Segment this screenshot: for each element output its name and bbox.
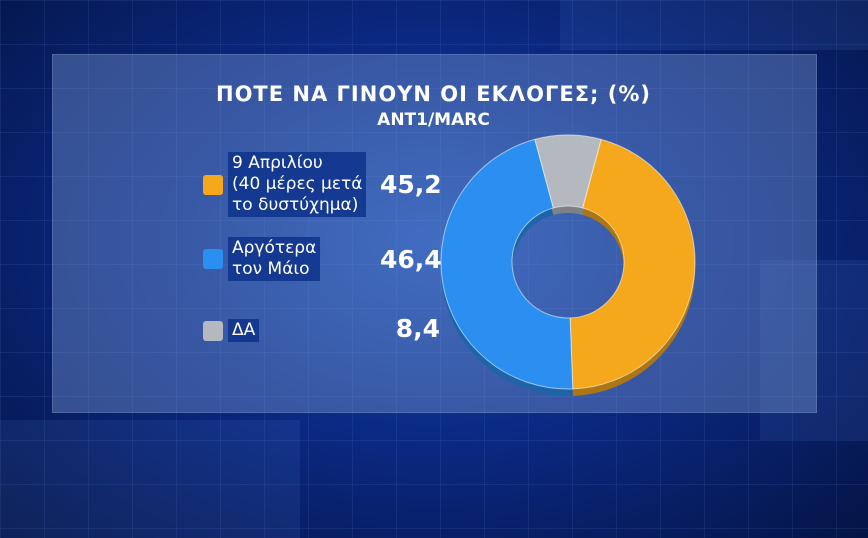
legend-label-line: Αργότερα xyxy=(232,238,317,258)
legend-label: 9 Απριλίου (40 μέρες μετά το δυστύχημα) xyxy=(228,152,367,217)
legend-swatch xyxy=(203,249,223,269)
chart-subtitle: ANT1/MARC xyxy=(377,110,490,130)
background-block xyxy=(760,260,868,440)
legend-swatch xyxy=(203,174,223,195)
value-label-april: 45,2 xyxy=(380,170,442,199)
legend-label-line: 9 Απριλίου xyxy=(232,153,323,173)
legend-swatch xyxy=(203,320,223,341)
legend-label: Αργότερα τον Μάιο xyxy=(228,237,321,281)
chart-title: ΠΟΤΕ ΝΑ ΓΙΝΟΥΝ ΟΙ ΕΚΛΟΓΕΣ; (%) xyxy=(216,82,651,106)
background-block xyxy=(560,0,868,50)
legend-label-line: ΔΑ xyxy=(232,320,256,340)
value-label-da: 8,4 xyxy=(395,314,440,343)
legend-label-line: το δυστύχημα) xyxy=(232,195,359,215)
donut-slice-may xyxy=(440,138,574,390)
legend-item-may: Αργότερα τον Μάιο xyxy=(203,237,321,281)
legend-label-line: (40 μέρες μετά xyxy=(232,174,363,194)
legend-item-april: 9 Απριλίου (40 μέρες μετά το δυστύχημα) xyxy=(203,152,367,217)
legend-item-da: ΔΑ xyxy=(203,319,260,342)
value-label-may: 46,4 xyxy=(380,245,442,274)
donut-slices xyxy=(440,134,696,396)
legend-label-line: τον Μάιο xyxy=(232,259,310,279)
background-block xyxy=(0,420,300,538)
donut-slice-april xyxy=(569,138,696,390)
legend-label: ΔΑ xyxy=(228,319,260,342)
donut-slice-da xyxy=(534,134,602,209)
